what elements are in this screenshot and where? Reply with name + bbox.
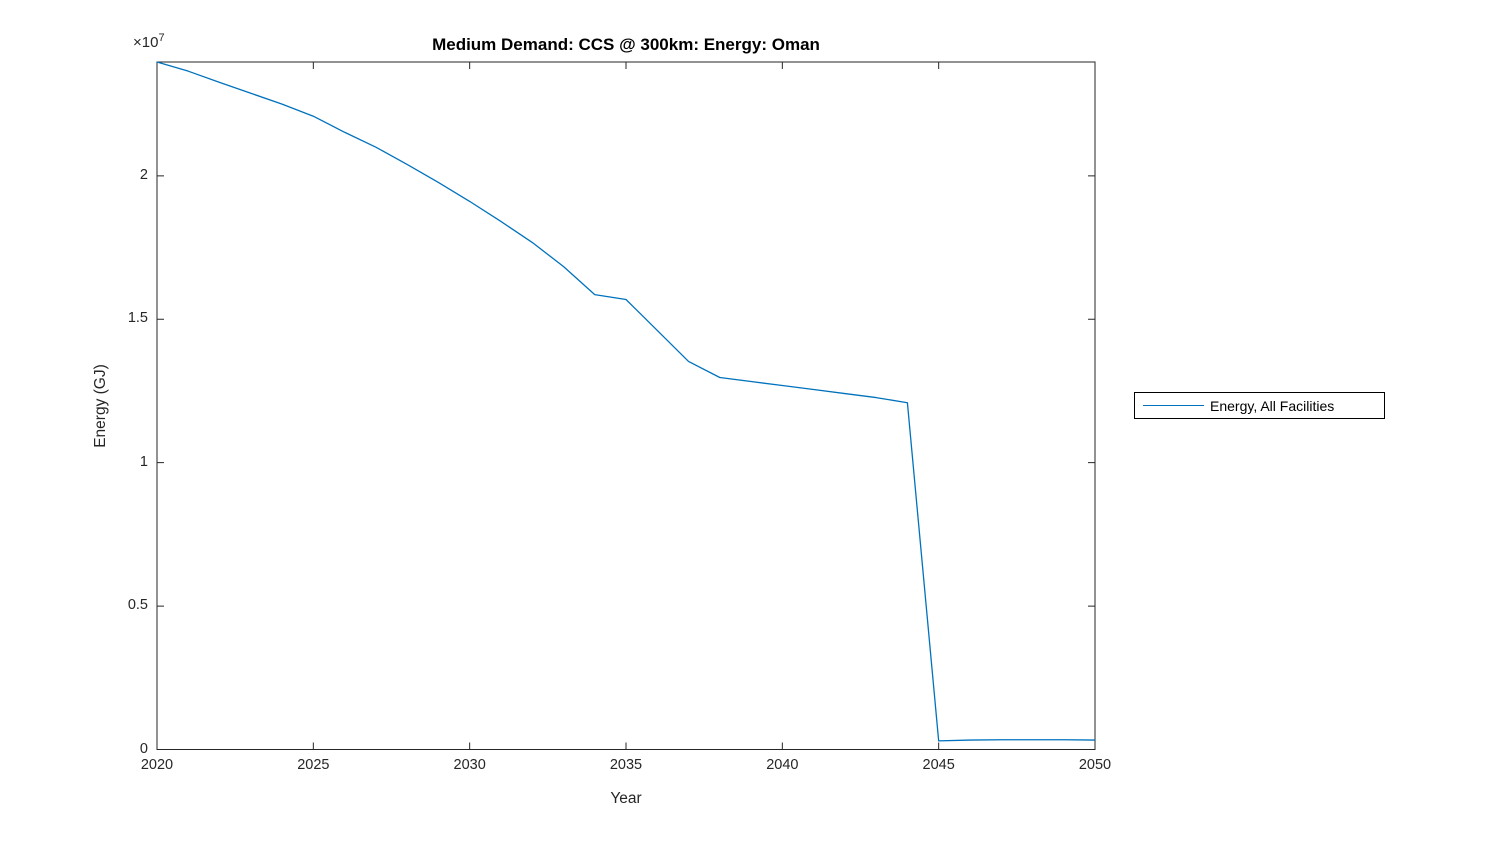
x-tick-label-2020: 2020 xyxy=(140,757,174,773)
y-tick-label-0: 0 xyxy=(139,740,148,757)
axes-box xyxy=(156,61,1096,750)
y-tick-label-1.5: 1.5 xyxy=(127,310,148,327)
x-tick-label-2045: 2045 xyxy=(922,757,955,773)
legend-line-sample xyxy=(1143,405,1204,406)
y-tick-label-1: 1 xyxy=(139,453,148,470)
y-exponent-base: ×10 xyxy=(133,34,159,51)
x-tick-label-2035: 2035 xyxy=(609,757,643,773)
x-tick-label-2025: 2025 xyxy=(297,757,330,773)
x-tick-label-2050: 2050 xyxy=(1078,757,1112,773)
energy-line-series xyxy=(156,61,1096,742)
chart-title: Medium Demand: CCS @ 300km: Energy: Oman xyxy=(432,35,820,54)
y-axis-label: Energy (GJ) xyxy=(92,364,109,448)
x-tick-label-2030: 2030 xyxy=(453,757,486,773)
y-exponent-power: 7 xyxy=(158,32,165,44)
x-axis-label: Year xyxy=(610,790,642,807)
legend-item-label: Energy, All Facilities xyxy=(1210,397,1335,414)
x-tick-label-2040: 2040 xyxy=(766,757,799,773)
y-tick-label-0.5: 0.5 xyxy=(127,597,148,614)
axis-ticks xyxy=(156,62,1096,750)
y-axis-exponent: ×107 xyxy=(133,32,165,51)
y-tick-label-2: 2 xyxy=(139,166,148,183)
legend: Energy, All Facilities xyxy=(1134,392,1385,419)
